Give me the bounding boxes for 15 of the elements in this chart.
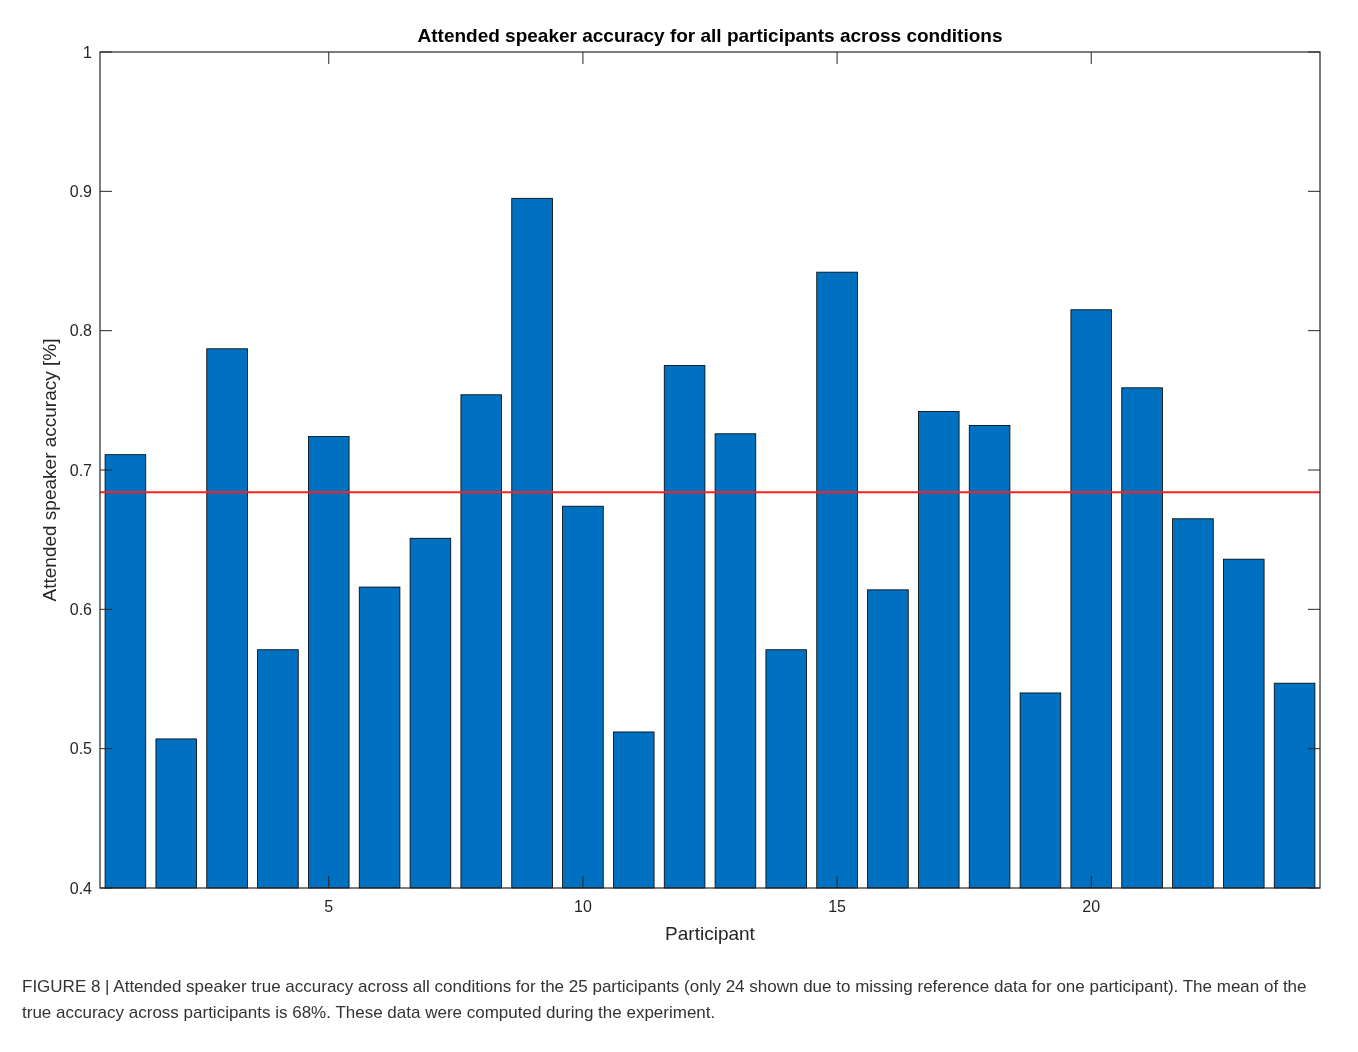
y-tick-label: 0.9: [69, 182, 93, 200]
y-tick-label: 0.6: [69, 600, 93, 618]
x-tick-label: 15: [828, 898, 847, 915]
x-tick-label: 20: [1082, 898, 1101, 915]
x-tick-label: 5: [324, 898, 334, 915]
y-tick-label: 0.4: [69, 879, 93, 897]
x-tick-label: 10: [574, 898, 592, 915]
chart-title: Attended speaker accuracy for all participants across conditions: [417, 25, 1003, 46]
y-tick-label: 0.5: [69, 740, 93, 758]
y-tick-label: 0.7: [69, 461, 93, 479]
x-axis-title: Participant: [665, 923, 756, 944]
y-tick-label: 1: [83, 43, 93, 61]
y-tick-label: 0.8: [69, 322, 93, 340]
y-axis-title: Attended speaker accuracy [%]: [39, 338, 60, 602]
caption: FIGURE 8 | Attended speaker true accuracy across all conditions for the 25 participants (only 24 shown due to missing reference data for one participant). The mean of the true accuracy across participants is 68%. These data were computed during the experiment.: [22, 976, 1308, 1024]
